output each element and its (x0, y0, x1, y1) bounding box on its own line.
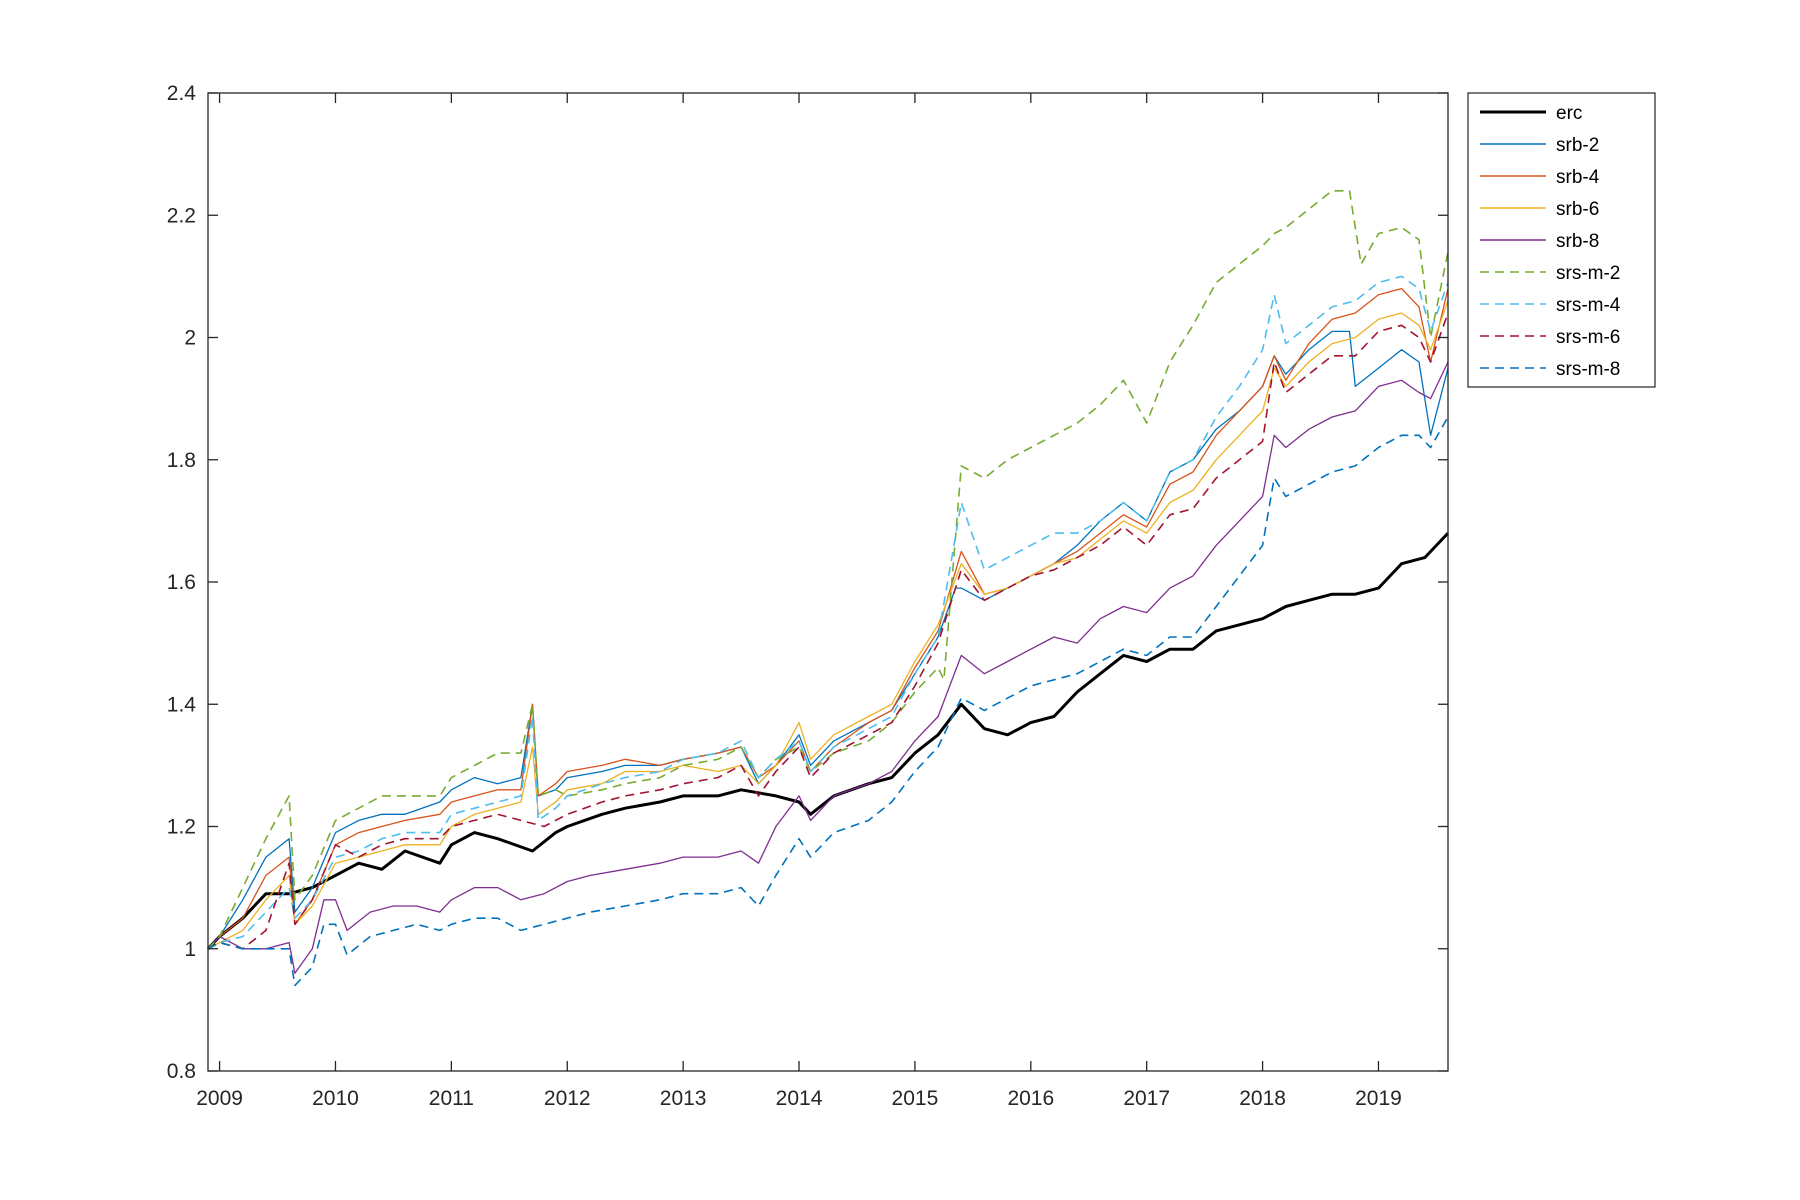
x-tick-label: 2017 (1123, 1087, 1170, 1110)
x-tick-label: 2019 (1355, 1087, 1402, 1110)
legend-label-srs-m-4: srs-m-4 (1556, 295, 1621, 316)
legend-box (1467, 92, 1656, 388)
plot-area (208, 93, 1448, 1071)
x-tick-label: 2014 (776, 1087, 823, 1110)
x-axis: 2009 2010 2011 2012 2013 2014 2015 2016 2017 2018… (196, 93, 1402, 1110)
y-tick-label: 1.6 (167, 571, 196, 594)
legend-label-srs-m-6: srs-m-6 (1556, 327, 1620, 348)
x-tick-label: 2016 (1007, 1087, 1054, 1110)
legend-label-srb-8: srb-8 (1556, 231, 1599, 252)
series-line-srb-8 (207, 361, 1449, 974)
y-tick-label: 1 (184, 938, 196, 961)
legend-label-erc: erc (1556, 103, 1582, 124)
series-line-srs-m-8 (207, 416, 1449, 987)
x-tick-label: 2009 (196, 1087, 243, 1110)
series-layer (206, 190, 1450, 987)
y-tick-label: 1.2 (167, 816, 196, 839)
legend-label-srb-4: srb-4 (1556, 167, 1600, 188)
legend-label-srs-m-2: srs-m-2 (1556, 263, 1620, 284)
x-tick-label: 2012 (544, 1087, 591, 1110)
y-tick-label: 0.8 (167, 1060, 196, 1083)
y-tick-label: 2.2 (167, 204, 196, 227)
y-tick-label: 1.8 (167, 449, 196, 472)
y-tick-label: 2 (184, 327, 196, 350)
y-axis: 0.8 1 1.2 1.4 1.6 1.8 2 2.2 2.4 (167, 82, 1448, 1083)
legend-label-srb-2: srb-2 (1556, 135, 1599, 156)
legend-label-srb-6: srb-6 (1556, 199, 1599, 220)
x-tick-label: 2011 (429, 1087, 474, 1110)
x-tick-label: 2015 (892, 1087, 939, 1110)
y-tick-label: 1.4 (167, 693, 197, 716)
legend-label-srs-m-8: srs-m-8 (1556, 359, 1620, 380)
x-tick-label: 2018 (1239, 1087, 1286, 1110)
series-line-srs-m-6 (207, 312, 1449, 950)
y-tick-label: 2.4 (167, 82, 197, 105)
legend: erc srb-2 srb-4 srb-6 srb-8 srs-m-2 srs-m-4 srs… (1467, 92, 1656, 388)
series-line-srs-m-2 (207, 190, 1449, 950)
series-line-srs-m-4 (207, 275, 1449, 950)
series-line-srb-6 (207, 300, 1449, 950)
x-tick-label: 2010 (312, 1087, 359, 1110)
x-tick-label: 2013 (660, 1087, 707, 1110)
